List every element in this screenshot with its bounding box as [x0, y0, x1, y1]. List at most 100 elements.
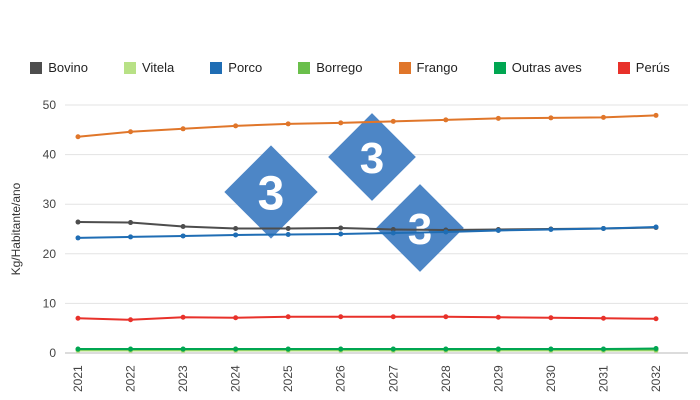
data-point — [495, 227, 501, 233]
data-point — [285, 346, 291, 352]
data-point — [548, 315, 554, 321]
legend-item-vitela[interactable]: Vitela — [123, 60, 175, 75]
legend-item-outras-aves[interactable]: Outras aves — [493, 60, 582, 75]
data-point — [653, 316, 659, 322]
data-point — [443, 314, 449, 320]
data-point — [75, 134, 81, 140]
data-point — [390, 346, 396, 352]
y-tick-label: 10 — [43, 296, 57, 310]
y-axis-title: Kg/Habitante/ano — [9, 182, 23, 275]
legend-item-frango[interactable]: Frango — [398, 60, 458, 75]
diamond-shape — [328, 113, 416, 201]
data-point — [653, 346, 659, 352]
x-tick-label: 2028 — [439, 365, 453, 392]
legend-swatch-bovino — [30, 61, 43, 74]
legend-item-borrego[interactable]: Borrego — [298, 60, 363, 75]
legend-swatch-vitela — [123, 61, 136, 74]
data-point — [128, 220, 134, 226]
data-point — [128, 317, 134, 323]
data-point — [233, 346, 239, 352]
data-point — [600, 114, 606, 120]
data-point — [443, 346, 449, 352]
y-tick-label: 30 — [43, 197, 57, 211]
legend-label: Borrego — [316, 60, 363, 75]
x-tick-label: 2032 — [649, 365, 663, 392]
data-point — [338, 314, 344, 320]
data-point — [600, 315, 606, 321]
data-point — [600, 226, 606, 232]
series-line — [77, 114, 657, 138]
data-point — [285, 226, 291, 232]
series-porco — [75, 224, 659, 241]
data-point — [128, 129, 134, 135]
data-point — [75, 219, 81, 225]
chart-series — [75, 112, 659, 354]
x-tick-label: 2027 — [386, 365, 400, 392]
data-point — [548, 346, 554, 352]
data-point — [600, 346, 606, 352]
series-line — [77, 226, 657, 239]
legend-item-perus[interactable]: Perús — [617, 60, 670, 75]
y-tick-label: 0 — [49, 346, 56, 360]
data-point — [233, 123, 239, 129]
watermark-digit: 3 — [258, 167, 285, 220]
watermark-diamond-3: 3 — [376, 184, 464, 272]
data-point — [128, 234, 134, 240]
data-point — [285, 314, 291, 320]
watermark-diamond-2: 3 — [328, 113, 416, 201]
data-point — [180, 346, 186, 352]
data-point — [653, 112, 659, 118]
data-point — [653, 224, 659, 230]
series-outras-aves — [75, 346, 659, 352]
data-point — [285, 121, 291, 127]
data-point — [233, 232, 239, 238]
data-point — [548, 226, 554, 232]
legend-item-porco[interactable]: Porco — [210, 60, 262, 75]
y-tick-label: 50 — [43, 98, 57, 112]
x-tick-label: 2026 — [334, 365, 348, 392]
data-point — [75, 346, 81, 352]
series-line — [77, 315, 657, 321]
data-point — [338, 346, 344, 352]
data-point — [338, 120, 344, 126]
data-point — [390, 314, 396, 320]
legend-item-bovino[interactable]: Bovino — [30, 60, 88, 75]
legend-swatch-porco — [210, 61, 223, 74]
data-point — [285, 231, 291, 237]
data-point — [128, 346, 134, 352]
legend-label: Outras aves — [511, 60, 582, 75]
x-tick-label: 2021 — [71, 365, 85, 392]
data-point — [75, 235, 81, 241]
watermark-diamond-1: 3 — [224, 145, 318, 239]
data-point — [75, 315, 81, 321]
data-point — [495, 115, 501, 121]
legend-label: Perús — [635, 60, 670, 75]
y-tick-label: 40 — [43, 148, 57, 162]
data-point — [495, 346, 501, 352]
x-tick-label: 2025 — [281, 365, 295, 392]
data-point — [338, 225, 344, 231]
legend-swatch-borrego — [298, 61, 311, 74]
diamond-shape — [376, 184, 464, 272]
gridlines — [65, 104, 688, 354]
x-tick-label: 2031 — [596, 365, 610, 392]
data-point — [443, 117, 449, 123]
data-point — [390, 230, 396, 236]
data-point — [443, 229, 449, 235]
chart-legend: Bovino Vitela Porco Borrego Frango Outras ave… — [0, 60, 700, 75]
legend-swatch-perus — [617, 61, 630, 74]
diamond-shape — [224, 145, 318, 239]
watermark-digit: 3 — [360, 134, 384, 183]
legend-swatch-frango — [398, 61, 411, 74]
data-point — [495, 314, 501, 320]
legend-label: Bovino — [48, 60, 88, 75]
series-perus — [75, 314, 659, 323]
legend-label: Vitela — [141, 60, 175, 75]
data-point — [233, 226, 239, 232]
data-point — [180, 233, 186, 239]
x-tick-label: 2022 — [124, 365, 138, 392]
legend-label: Frango — [416, 60, 458, 75]
